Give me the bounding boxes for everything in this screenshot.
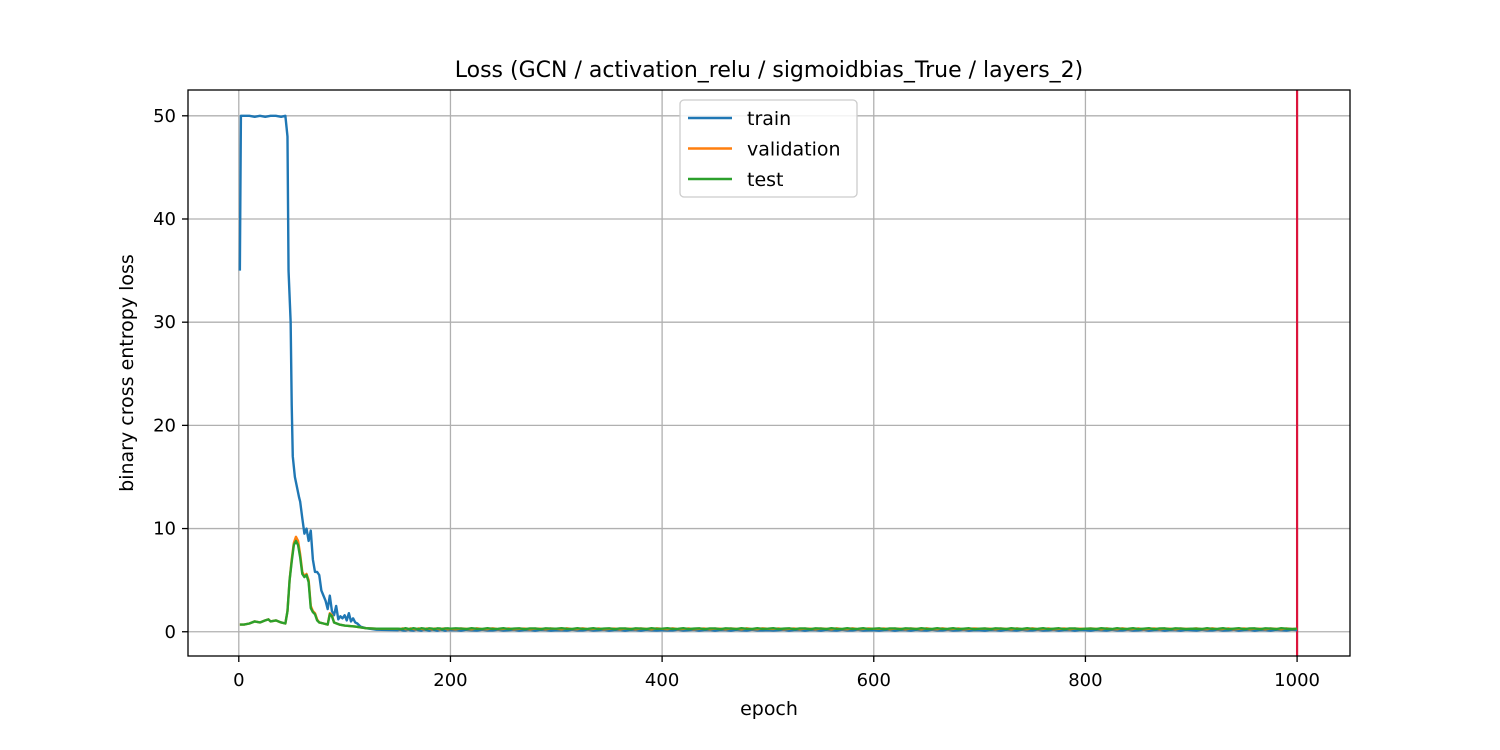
- legend-label-validation: validation: [747, 139, 841, 161]
- x-tick-label: 400: [645, 670, 679, 691]
- legend-label-test: test: [747, 169, 784, 191]
- series-test-line: [239, 539, 1298, 631]
- x-tick-label: 600: [857, 670, 891, 691]
- y-tick-label: 20: [153, 415, 176, 436]
- x-tick-label: 0: [233, 670, 244, 691]
- legend-label-train: train: [747, 108, 791, 130]
- x-tick-label: 1000: [1274, 670, 1320, 691]
- y-tick-label: 30: [153, 312, 176, 333]
- y-axis-label: binary cross entropy loss: [116, 254, 138, 492]
- y-tick-label: 10: [153, 519, 176, 540]
- series-lines: [238, 114, 1298, 632]
- legend-box: [679, 99, 858, 198]
- x-tick-label: 800: [1068, 670, 1102, 691]
- y-tick-label: 50: [153, 106, 176, 127]
- grid: [188, 90, 1350, 656]
- y-tick-label: 40: [153, 209, 176, 230]
- x-tick-label: 200: [433, 670, 467, 691]
- axis-ticks: 0 200 400 600 800 1000 0 10 20 30 40 50: [153, 106, 1320, 691]
- plot-frame: [187, 89, 1351, 657]
- chart-title: Loss (GCN / activation_relu / sigmoidbia…: [455, 58, 1084, 83]
- legend: train validation test: [679, 99, 858, 198]
- x-axis-label: epoch: [740, 698, 798, 720]
- y-tick-label: 0: [165, 622, 176, 643]
